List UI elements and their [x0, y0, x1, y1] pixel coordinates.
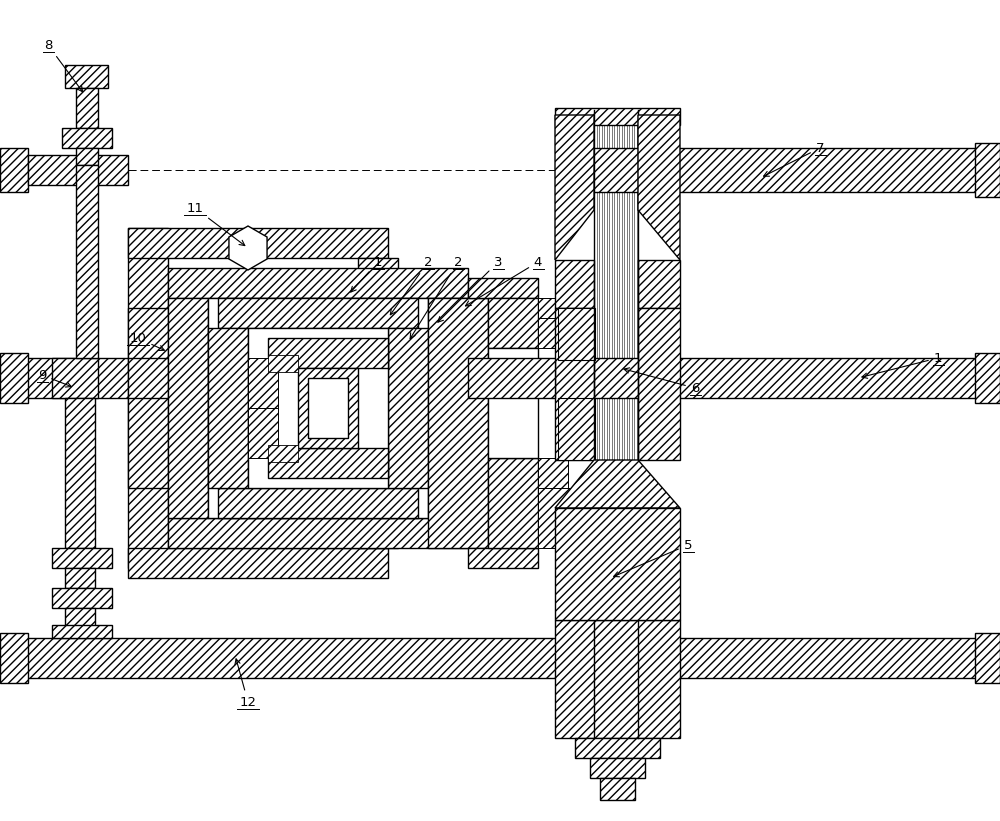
Bar [52, 358, 98, 398]
Bar [268, 355, 298, 372]
Bar [0, 633, 28, 683]
Text: 1: 1 [351, 255, 382, 292]
Bar [975, 353, 1000, 403]
Bar [580, 148, 1000, 192]
Bar [298, 368, 358, 448]
Bar [0, 638, 1000, 678]
Bar [558, 308, 595, 360]
Bar [76, 148, 98, 165]
Bar [975, 143, 1000, 197]
Polygon shape [555, 460, 680, 508]
Bar [268, 445, 298, 462]
Bar [65, 608, 95, 628]
Bar [128, 398, 168, 488]
Bar [0, 353, 28, 403]
Bar [128, 228, 168, 568]
Bar [555, 260, 594, 308]
Bar [428, 298, 488, 548]
Bar [488, 348, 538, 458]
Bar [428, 298, 468, 518]
Bar [600, 778, 635, 800]
Polygon shape [229, 226, 267, 270]
Bar [218, 488, 418, 518]
Bar [580, 358, 1000, 398]
Bar [0, 148, 28, 192]
Bar [52, 625, 112, 638]
Text: 4: 4 [465, 255, 542, 306]
Bar [248, 408, 278, 458]
Bar [388, 328, 428, 488]
Bar [308, 378, 348, 438]
Text: 10: 10 [130, 332, 164, 351]
Bar [248, 328, 388, 488]
Text: 2: 2 [390, 255, 432, 314]
Bar [268, 448, 388, 478]
Bar [168, 268, 468, 298]
Bar [65, 568, 95, 588]
Bar [208, 328, 248, 488]
Bar [538, 488, 578, 548]
Bar [65, 398, 95, 548]
Bar [268, 338, 388, 368]
Bar [128, 308, 168, 358]
Bar [248, 358, 278, 408]
Bar [468, 278, 538, 298]
Bar [65, 65, 108, 88]
Bar [538, 458, 568, 488]
Text: 11: 11 [186, 201, 245, 245]
Bar [76, 88, 98, 128]
Bar [468, 358, 555, 398]
Bar [638, 260, 680, 308]
Text: 5: 5 [614, 539, 692, 577]
Bar [358, 258, 398, 548]
Bar [218, 298, 418, 328]
Bar [52, 548, 112, 568]
Bar [28, 155, 128, 185]
Bar [555, 620, 680, 738]
Polygon shape [555, 115, 594, 260]
Bar [488, 458, 538, 548]
Bar [62, 128, 112, 148]
Bar [468, 548, 538, 568]
Bar [128, 228, 248, 258]
Text: 3: 3 [438, 255, 502, 322]
Bar [590, 758, 645, 778]
Bar [555, 308, 594, 460]
Bar [52, 588, 112, 608]
Bar [555, 108, 680, 125]
Bar [0, 358, 128, 398]
Bar [488, 298, 538, 348]
Text: 7: 7 [764, 141, 824, 177]
Text: 12: 12 [235, 659, 256, 709]
Bar [638, 308, 680, 460]
Bar [76, 165, 98, 358]
Polygon shape [638, 115, 680, 260]
Bar [538, 318, 568, 348]
Bar [248, 228, 388, 258]
Bar [975, 633, 1000, 683]
Bar [575, 738, 660, 758]
Bar [168, 518, 468, 548]
Bar [208, 298, 428, 518]
Bar [128, 548, 388, 578]
Text: 6: 6 [624, 368, 699, 395]
Bar [558, 398, 595, 460]
Bar [538, 298, 578, 318]
Text: 2: 2 [410, 255, 462, 338]
Text: 9: 9 [38, 369, 71, 387]
Polygon shape [555, 508, 680, 620]
Text: 8: 8 [44, 39, 83, 92]
Bar [168, 298, 208, 518]
Text: 1: 1 [862, 351, 942, 378]
